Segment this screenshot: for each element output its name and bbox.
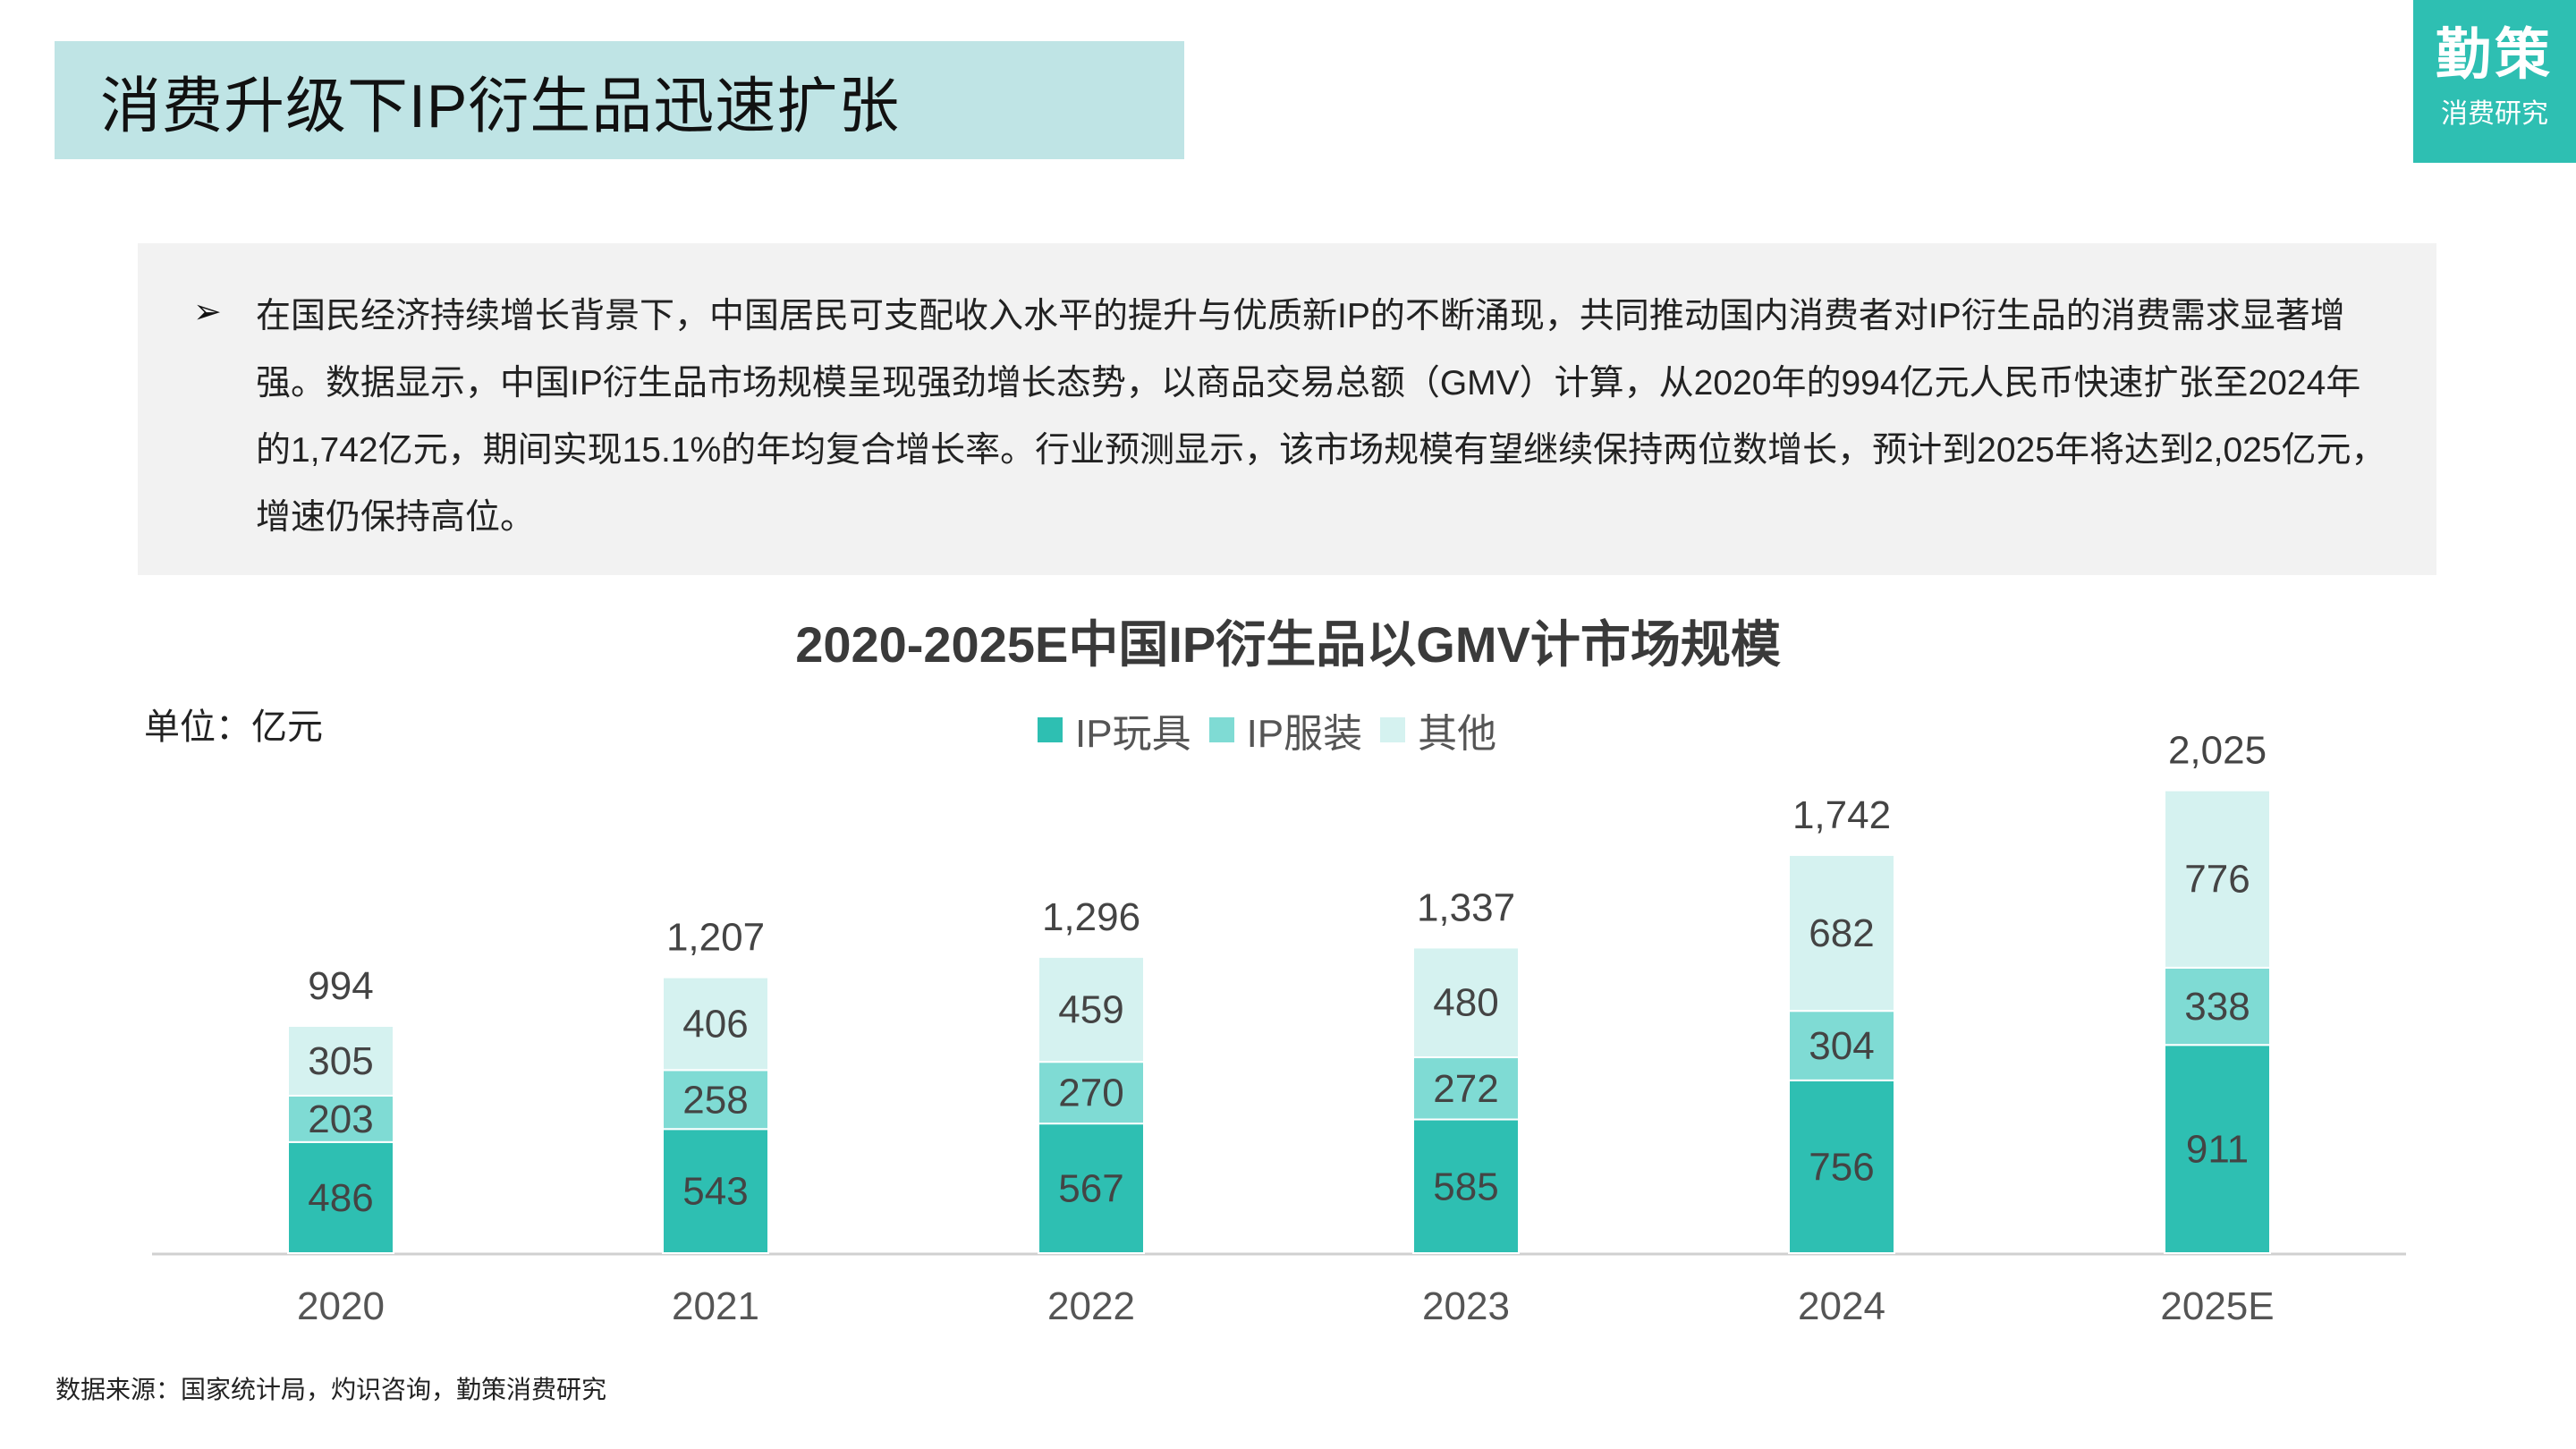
bar-segment-2023-other [1412,946,1520,1059]
x-tick-label-2023: 2023 [1422,1284,1510,1328]
total-label-2023: 1,337 [1417,886,1515,929]
bar-segment-2022-toys [1038,1123,1145,1254]
header-banner: 消费升级下IP衍生品迅速扩张 [55,41,1184,159]
legend-swatch-apparel [1208,717,1234,742]
total-label-2020: 994 [308,964,373,1008]
x-tick-label-2021: 2021 [672,1284,759,1328]
legend-label-toys: IP玩具 [1075,712,1191,756]
bullet-arrow-icon: ➢ [193,293,222,331]
data-label-2021-other: 406 [682,1002,748,1046]
total-label-2021: 1,207 [666,916,765,960]
bar-segment-2025E-apparel [2164,966,2271,1046]
bar-segment-2020-apparel [287,1094,394,1143]
data-label-2024-apparel: 304 [1809,1024,1874,1068]
logo-main-text: 勤策 [2435,21,2554,87]
data-label-2025E-toys: 911 [2186,1128,2249,1172]
data-label-2020-apparel: 203 [308,1097,373,1141]
bar-segment-2023-apparel [1412,1056,1520,1121]
legend-item-apparel: IP服装 [1208,701,1363,758]
bar-segment-2024-apparel [1788,1010,1895,1081]
data-label-2023-toys: 585 [1433,1165,1498,1208]
summary-panel: ➢ 在国民经济持续增长背景下，中国居民可支配收入水平的提升与优质新IP的不断涌现… [138,243,2436,575]
data-label-2024-toys: 756 [1809,1145,1874,1189]
total-label-2025E: 2,025 [2168,729,2267,773]
bar-segment-2020-other [287,1025,394,1097]
data-label-2022-apparel: 270 [1058,1072,1123,1115]
bar-segment-2021-other [662,976,769,1072]
total-label-2022: 1,296 [1042,895,1140,939]
bar-segment-2021-toys [662,1128,769,1255]
total-label-2024: 1,742 [1792,793,1891,837]
unit-label: 单位：亿元 [144,708,323,747]
data-label-2023-other: 480 [1433,981,1498,1025]
x-tick-label-2022: 2022 [1047,1284,1135,1328]
chart-legend: IP玩具 IP服装 其他 [1038,701,1514,758]
data-label-2020-toys: 486 [308,1176,373,1220]
bar-segment-2025E-other [2164,789,2271,969]
bar-segment-2025E-toys [2164,1044,2271,1254]
data-label-2025E-other: 776 [2184,858,2250,902]
logo-sub-text: 消费研究 [2441,99,2548,129]
bar-segment-2023-toys [1412,1118,1520,1254]
data-label-2025E-apparel: 338 [2184,985,2250,1029]
data-label-2020-other: 305 [308,1039,373,1083]
page-title: 消费升级下IP衍生品迅速扩张 [100,72,901,140]
x-tick-label-2020: 2020 [297,1284,385,1328]
data-label-2021-toys: 543 [682,1170,748,1214]
brand-logo: 勤策 消费研究 [2413,0,2576,163]
bar-segment-2022-apparel [1038,1061,1145,1125]
data-label-2021-apparel: 258 [682,1078,748,1122]
legend-label-other: 其他 [1418,712,1497,756]
legend-label-apparel: IP服装 [1246,712,1363,756]
data-label-2022-other: 459 [1058,988,1123,1032]
data-source: 数据来源：国家统计局，灼识咨询，勤策消费研究 [55,1376,607,1403]
bar-segment-2024-other [1788,853,1895,1013]
legend-swatch-other [1380,717,1406,742]
legend-item-other: 其他 [1380,701,1496,758]
data-label-2022-toys: 567 [1058,1167,1123,1211]
bar-segment-2024-toys [1788,1079,1895,1255]
x-tick-label-2024: 2024 [1798,1284,1885,1328]
legend-item-toys: IP玩具 [1038,701,1191,758]
legend-swatch-toys [1038,717,1063,742]
chart-title: 2020-2025E中国IP衍生品以GMV计市场规模 [795,616,1781,673]
data-label-2023-apparel: 272 [1433,1067,1498,1111]
bar-segment-2022-other [1038,955,1145,1063]
data-label-2024-other: 682 [1809,911,1874,955]
bar-segment-2020-toys [287,1140,394,1255]
x-tick-label-2025E: 2025E [2160,1284,2274,1328]
summary-text: 在国民经济持续增长背景下，中国居民可支配收入水平的提升与优质新IP的不断涌现，共… [256,297,2386,537]
